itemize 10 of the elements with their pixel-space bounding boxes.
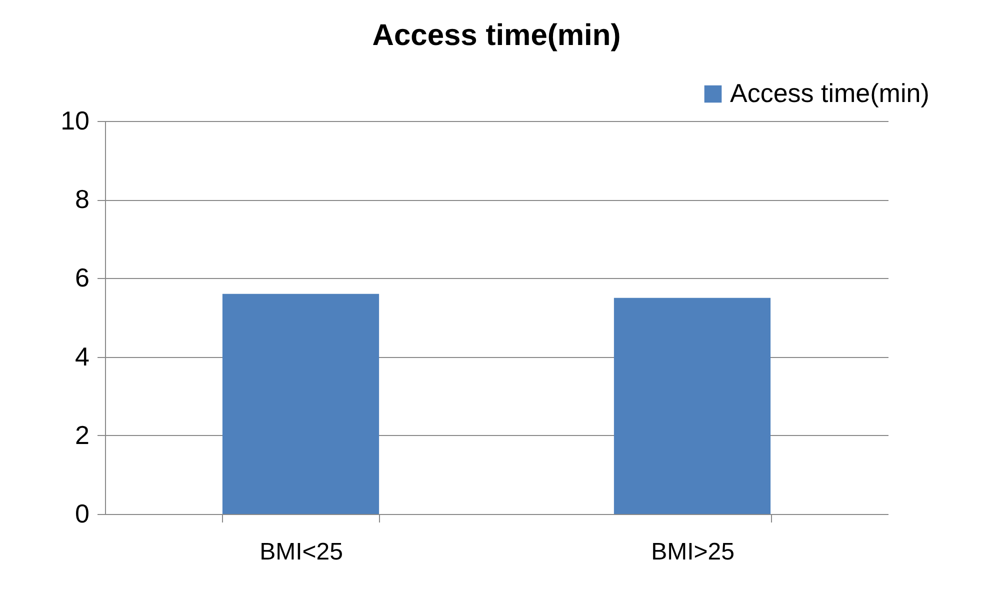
- y-tick-label: 10: [60, 106, 90, 136]
- y-tick-label: 0: [75, 498, 90, 528]
- chart-title: Access time(min): [372, 19, 621, 52]
- legend-label: Access time(min): [730, 78, 930, 108]
- y-tick-label: 4: [75, 341, 90, 372]
- x-tick-label: BMI>25: [651, 538, 734, 566]
- x-tick-label: BMI<25: [260, 538, 343, 566]
- y-tick-label: 8: [75, 184, 90, 214]
- y-tick-label: 2: [75, 420, 90, 450]
- y-tick-label: 6: [75, 262, 90, 293]
